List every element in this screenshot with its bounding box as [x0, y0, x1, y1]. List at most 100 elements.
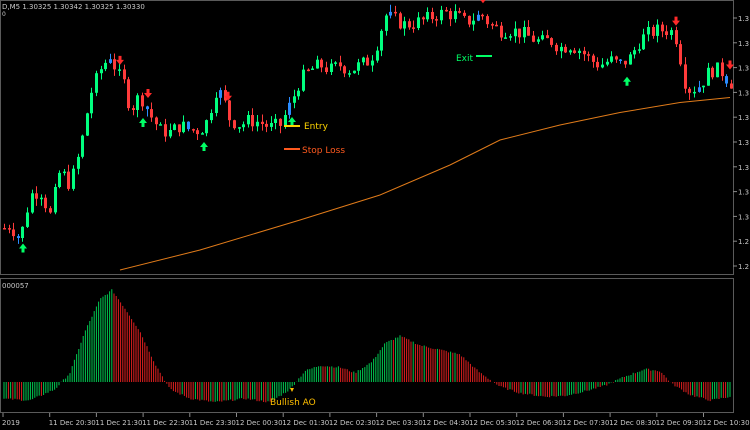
candle-body	[477, 14, 480, 21]
symbol-header: D,M5 1.30325 1.30342 1.30325 1.30330	[2, 3, 145, 11]
candle-body	[205, 120, 208, 134]
candle-body	[146, 106, 149, 110]
candle-body	[192, 129, 195, 131]
candle-body	[445, 9, 448, 12]
buy-arrow-icon	[19, 243, 27, 253]
candle-body	[320, 59, 323, 68]
candle-body	[688, 88, 691, 93]
candle-body	[100, 69, 103, 74]
time-tick-label: 12 Dec 06:30	[516, 419, 563, 427]
candle-body	[633, 50, 636, 55]
candle-body	[274, 118, 277, 123]
time-tick-label: 2019	[2, 419, 20, 427]
candle-body	[454, 11, 457, 20]
oscillator-pane-frame	[0, 278, 734, 413]
candle-body	[481, 14, 484, 17]
candle-body	[141, 95, 144, 107]
candle-body	[123, 69, 126, 80]
candle-body	[412, 27, 415, 29]
bullish-ao-label: Bullish AO	[270, 398, 316, 408]
candle-body	[523, 27, 526, 38]
candle-body	[127, 79, 130, 109]
price-tick-label: 1.3	[738, 65, 749, 73]
candle-body	[417, 17, 420, 28]
exit-label: Exit	[456, 54, 474, 64]
candle-body	[3, 228, 6, 230]
candle-body	[495, 24, 498, 27]
candle-body	[458, 11, 461, 13]
candle-body	[679, 44, 682, 65]
candle-body	[555, 44, 558, 52]
candle-body	[334, 62, 337, 64]
stop-loss-label: Stop Loss	[302, 146, 345, 156]
price-tick-label: 1.3	[738, 164, 749, 172]
entry-label: Entry	[304, 122, 329, 132]
candle-body	[642, 34, 645, 50]
candle-body	[624, 60, 627, 65]
candle-body	[316, 59, 319, 69]
candle-body	[44, 197, 47, 209]
candle-body	[725, 76, 728, 84]
candle-body	[357, 62, 360, 71]
candle-body	[196, 130, 199, 135]
candle-body	[63, 171, 66, 174]
candle-body	[95, 73, 98, 93]
candle-body	[661, 24, 664, 32]
candle-body	[371, 60, 374, 66]
candle-body	[58, 172, 61, 187]
candle-body	[652, 27, 655, 36]
candle-body	[26, 212, 29, 227]
time-tick-label: 11 Dec 22:30	[142, 419, 189, 427]
candle-body	[86, 113, 89, 136]
candle-body	[348, 73, 351, 75]
candle-body	[716, 62, 719, 78]
candle-body	[12, 229, 15, 237]
candle-body	[293, 96, 296, 103]
candle-body	[541, 35, 544, 40]
candle-body	[270, 123, 273, 127]
candle-body	[468, 15, 471, 25]
candle-body	[518, 28, 521, 38]
buy-arrow-icon	[139, 118, 147, 127]
candle-body	[279, 118, 282, 126]
candle-body	[219, 90, 222, 98]
candles-layer	[3, 4, 733, 244]
candle-body	[311, 68, 314, 70]
candle-body	[615, 56, 618, 60]
candle-body	[721, 62, 724, 77]
bullish-ao-marker	[290, 388, 294, 392]
candle-body	[242, 124, 245, 128]
candle-body	[693, 91, 696, 94]
candle-body	[399, 13, 402, 29]
candle-body	[730, 83, 733, 89]
candle-body	[362, 57, 365, 63]
candle-body	[638, 49, 641, 51]
candle-body	[182, 121, 185, 133]
candle-body	[647, 27, 650, 35]
candle-body	[449, 11, 452, 20]
candle-body	[54, 187, 57, 213]
candle-body	[403, 21, 406, 29]
price-tick-label: 1.3	[738, 139, 749, 147]
buy-arrow-icon	[200, 142, 208, 151]
candle-body	[201, 133, 204, 135]
time-tick-label: 12 Dec 04:30	[422, 419, 469, 427]
candle-body	[238, 127, 241, 129]
candle-body	[569, 50, 572, 53]
candle-body	[606, 61, 609, 65]
candle-body	[297, 90, 300, 97]
signal-arrows-layer	[19, 0, 734, 253]
candle-body	[532, 35, 535, 42]
candle-body	[72, 168, 75, 189]
candle-body	[587, 54, 590, 56]
candle-body	[389, 11, 392, 16]
price-tick-label: 1.3	[738, 15, 749, 23]
candle-body	[247, 115, 250, 125]
candle-body	[90, 92, 93, 114]
time-tick-label: 12 Dec 07:30	[562, 419, 609, 427]
oscillator-header: 000057	[2, 282, 29, 290]
candle-body	[169, 130, 172, 137]
candle-body	[187, 121, 190, 130]
candle-body	[330, 63, 333, 72]
